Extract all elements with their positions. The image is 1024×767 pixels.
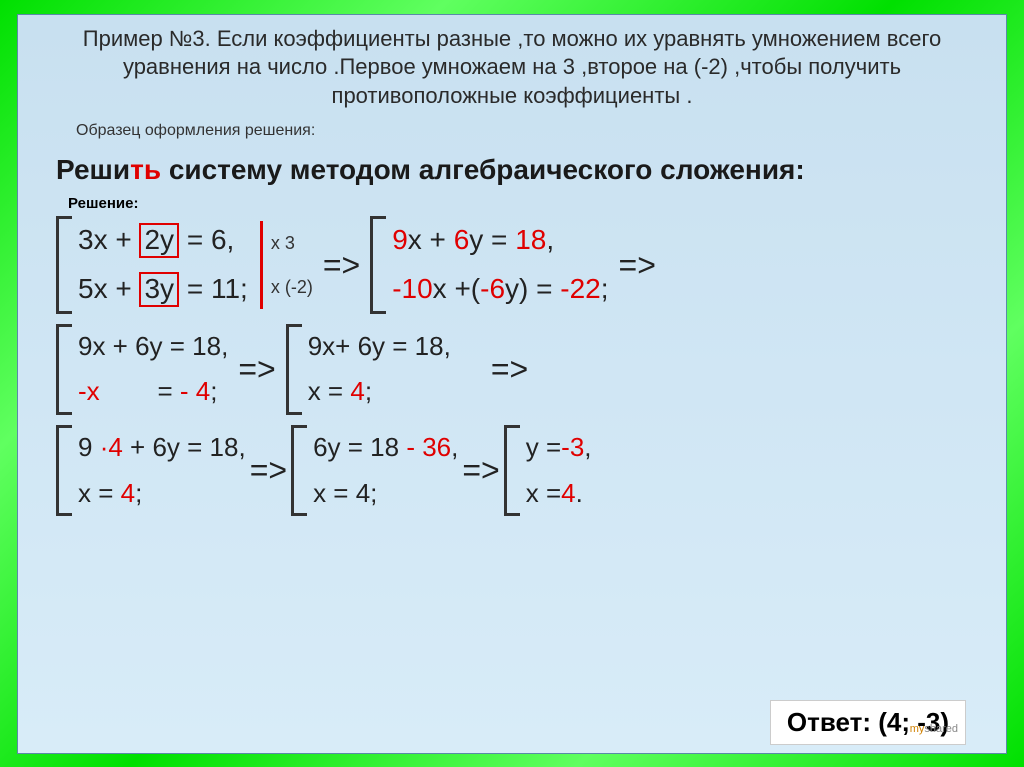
eq2-box: 3y — [139, 272, 179, 307]
step-2-row: 9x + 6y = 18, -x = - 4; => 9x+ 6y = 18, … — [56, 324, 988, 415]
s3r2b: 4 — [561, 478, 575, 508]
s3l2: x = 4; — [78, 471, 246, 517]
slide: Пример №3. Если коэффициенты разные ,то … — [17, 14, 1007, 754]
eq1-a: 3x + — [78, 224, 139, 255]
sample-label: Образец оформления решения: — [76, 122, 988, 140]
system-multiplied: 9x + 6y = 18, -10x +(-6y) = -22; — [370, 216, 608, 314]
slide-title: Пример №3. Если коэффициенты разные ,то … — [36, 25, 988, 111]
s2l2c: - 4 — [180, 376, 210, 406]
arrow-icon: => — [491, 351, 528, 388]
eq2-a: 5x + — [78, 273, 139, 304]
r1c: 6 — [454, 224, 470, 255]
r1e: 18 — [515, 224, 546, 255]
mult1: x 3 — [271, 233, 313, 254]
s3m2: x = 4; — [313, 471, 458, 517]
s2r1: 9x+ 6y = 18, — [308, 324, 451, 370]
s2l2b: = — [100, 376, 180, 406]
s3r2a: x = — [526, 478, 561, 508]
system-x-found: 9x+ 6y = 18, x = 4; — [286, 324, 451, 415]
r1a: 9 — [392, 224, 408, 255]
arrow-icon: => — [238, 351, 275, 388]
bracket-icon — [286, 324, 302, 415]
r2d: y) = — [505, 273, 560, 304]
bracket-icon — [56, 425, 72, 516]
eq2: 5x + 3y = 11; — [78, 265, 248, 314]
system-subst: 9 ·4 + 6y = 18, x = 4; — [56, 425, 246, 516]
s3r1a: y = — [526, 432, 561, 462]
r2f: ; — [601, 273, 609, 304]
r2c: -6 — [480, 273, 505, 304]
eq2-b: = 11; — [179, 273, 248, 304]
bracket-icon — [56, 216, 72, 314]
res2: -10x +(-6y) = -22; — [392, 265, 608, 314]
s3l1: 9 ·4 + 6y = 18, — [78, 425, 246, 471]
res1: 9x + 6y = 18, — [392, 216, 608, 265]
s2r2b: 4 — [350, 376, 364, 406]
s2r2a: x = — [308, 376, 351, 406]
s3l1a: 9 — [78, 432, 100, 462]
s3r2c: . — [576, 478, 583, 508]
s3m1: 6y = 18 - 36, — [313, 425, 458, 471]
eq1-b: = 6, — [179, 224, 234, 255]
r1d: y = — [469, 224, 515, 255]
bracket-icon — [56, 324, 72, 415]
arrow-icon: => — [250, 452, 287, 489]
multiplier-column: x 3 x (-2) — [260, 221, 313, 309]
heading-accent: ть — [130, 154, 161, 185]
r2a: -10 — [392, 273, 432, 304]
system-final: y =-3, x =4. — [504, 425, 592, 516]
mult2: x (-2) — [271, 277, 313, 298]
bracket-icon — [504, 425, 520, 516]
system-original: 3x + 2y = 6, 5x + 3y = 11; — [56, 216, 248, 314]
s3l2a: x = — [78, 478, 121, 508]
s3r2: x =4. — [526, 471, 592, 517]
math-area: 3x + 2y = 6, 5x + 3y = 11; x 3 x (-2) =>… — [36, 216, 988, 516]
bracket-icon — [370, 216, 386, 314]
solution-label: Решение: — [68, 195, 988, 212]
s3l2b: 4 — [121, 478, 135, 508]
step-3-row: 9 ·4 + 6y = 18, x = 4; => 6y = 18 - 36, … — [56, 425, 988, 516]
r2e: -22 — [560, 273, 600, 304]
s3l1b: 4 — [108, 432, 122, 462]
heading-pre: Реши — [56, 154, 130, 185]
s2l2a: -x — [78, 376, 100, 406]
arrow-icon: => — [323, 247, 360, 284]
r1f: , — [546, 224, 554, 255]
r1b: x + — [408, 224, 454, 255]
system-simplified: 6y = 18 - 36, x = 4; — [291, 425, 458, 516]
s2l2d: ; — [210, 376, 217, 406]
s2l1: 9x + 6y = 18, — [78, 324, 228, 370]
watermark: myshared — [910, 723, 958, 735]
s3r1: y =-3, — [526, 425, 592, 471]
arrow-icon: => — [462, 452, 499, 489]
step-1-row: 3x + 2y = 6, 5x + 3y = 11; x 3 x (-2) =>… — [56, 216, 988, 314]
s3r1b: -3 — [561, 432, 584, 462]
heading-post: систему методом алгебраического сложения… — [161, 154, 805, 185]
heading: Решить систему методом алгебраического с… — [56, 152, 988, 187]
watermark-my: my — [910, 723, 925, 735]
watermark-rest: shared — [924, 723, 958, 735]
eq1-box: 2y — [139, 223, 179, 258]
r2b: x +( — [433, 273, 480, 304]
s3l1c: + 6y = 18, — [123, 432, 246, 462]
s2l2: -x = - 4; — [78, 369, 228, 415]
s2r2: x = 4; — [308, 369, 451, 415]
s3r1c: , — [584, 432, 591, 462]
s3l2c: ; — [135, 478, 142, 508]
bracket-icon — [291, 425, 307, 516]
s3m1a: 6y = 18 — [313, 432, 406, 462]
arrow-icon: => — [619, 247, 656, 284]
s3m1b: - 36 — [406, 432, 451, 462]
eq1: 3x + 2y = 6, — [78, 216, 248, 265]
system-added: 9x + 6y = 18, -x = - 4; — [56, 324, 228, 415]
s2r2c: ; — [365, 376, 372, 406]
s3m1c: , — [451, 432, 458, 462]
